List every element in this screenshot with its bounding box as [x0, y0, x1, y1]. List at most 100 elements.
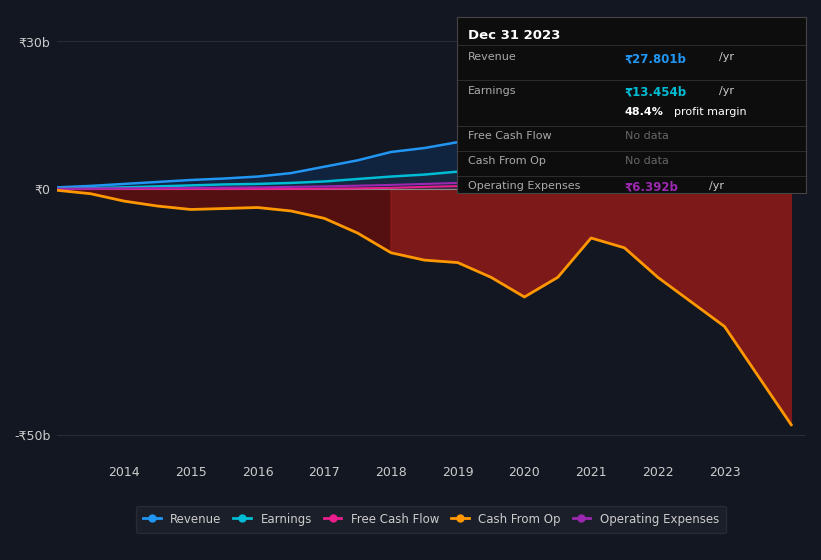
Text: Revenue: Revenue	[468, 52, 516, 62]
Revenue	[153, 179, 163, 185]
Polygon shape	[57, 189, 391, 253]
Free Cash Flow	[119, 185, 129, 192]
Operating Expenses	[686, 164, 696, 170]
Line: Free Cash Flow: Free Cash Flow	[57, 186, 791, 189]
Free Cash Flow	[86, 185, 96, 192]
Earnings	[453, 169, 463, 175]
Earnings	[53, 185, 62, 192]
Revenue	[553, 140, 562, 147]
Cash From Op	[319, 215, 329, 222]
Revenue	[620, 129, 630, 136]
Operating Expenses	[753, 156, 763, 163]
Operating Expenses	[553, 177, 562, 184]
Free Cash Flow	[219, 185, 229, 192]
Cash From Op	[286, 208, 296, 214]
Free Cash Flow	[653, 185, 663, 192]
Earnings	[720, 134, 730, 141]
Cash From Op	[420, 257, 429, 264]
Cash From Op	[86, 190, 96, 197]
Text: Earnings: Earnings	[468, 86, 516, 96]
Revenue	[787, 49, 796, 55]
Operating Expenses	[219, 184, 229, 191]
Cash From Op	[386, 249, 396, 256]
Line: Cash From Op: Cash From Op	[57, 190, 791, 425]
Operating Expenses	[286, 184, 296, 190]
Cash From Op	[153, 203, 163, 209]
Cash From Op	[586, 235, 596, 241]
Operating Expenses	[486, 179, 496, 185]
Free Cash Flow	[53, 185, 62, 192]
Operating Expenses	[319, 183, 329, 190]
Text: No data: No data	[625, 132, 668, 142]
Operating Expenses	[586, 176, 596, 183]
Revenue	[586, 136, 596, 143]
Free Cash Flow	[353, 185, 363, 192]
Operating Expenses	[720, 158, 730, 165]
Line: Revenue: Revenue	[57, 52, 791, 188]
Earnings	[386, 173, 396, 180]
Cash From Op	[653, 274, 663, 281]
Operating Expenses	[186, 184, 196, 191]
Operating Expenses	[653, 169, 663, 175]
Text: /yr: /yr	[719, 52, 734, 62]
Earnings	[653, 158, 663, 165]
Text: profit margin: profit margin	[674, 107, 746, 117]
Text: Free Cash Flow: Free Cash Flow	[468, 132, 552, 142]
Free Cash Flow	[753, 185, 763, 192]
Free Cash Flow	[520, 183, 530, 189]
Cash From Op	[219, 205, 229, 212]
Revenue	[319, 164, 329, 170]
Operating Expenses	[53, 185, 62, 192]
Operating Expenses	[353, 183, 363, 189]
Polygon shape	[391, 189, 791, 425]
Earnings	[153, 183, 163, 190]
Legend: Revenue, Earnings, Free Cash Flow, Cash From Op, Operating Expenses: Revenue, Earnings, Free Cash Flow, Cash …	[136, 506, 726, 533]
Earnings	[353, 176, 363, 183]
Cash From Op	[53, 187, 62, 194]
Free Cash Flow	[486, 183, 496, 189]
Free Cash Flow	[319, 185, 329, 192]
Cash From Op	[787, 422, 796, 428]
Earnings	[553, 170, 562, 176]
Operating Expenses	[420, 180, 429, 187]
Free Cash Flow	[453, 183, 463, 189]
Operating Expenses	[453, 180, 463, 186]
Revenue	[686, 97, 696, 104]
Text: Dec 31 2023: Dec 31 2023	[468, 29, 560, 42]
Free Cash Flow	[586, 184, 596, 191]
Text: ₹6.392b: ₹6.392b	[625, 181, 679, 194]
Revenue	[486, 140, 496, 147]
Text: 48.4%: 48.4%	[625, 107, 663, 117]
Line: Earnings: Earnings	[57, 123, 791, 189]
Earnings	[620, 164, 630, 170]
Free Cash Flow	[153, 185, 163, 192]
Revenue	[653, 116, 663, 123]
Revenue	[86, 183, 96, 189]
Cash From Op	[753, 372, 763, 379]
Free Cash Flow	[386, 184, 396, 191]
Text: /yr: /yr	[719, 86, 734, 96]
Earnings	[787, 119, 796, 126]
Earnings	[186, 182, 196, 189]
Cash From Op	[620, 245, 630, 251]
Text: ₹13.454b: ₹13.454b	[625, 86, 687, 99]
Revenue	[386, 148, 396, 155]
Revenue	[219, 175, 229, 182]
Revenue	[753, 60, 763, 67]
Cash From Op	[119, 198, 129, 204]
Operating Expenses	[253, 184, 263, 191]
Earnings	[219, 181, 229, 188]
Earnings	[253, 180, 263, 187]
Cash From Op	[453, 259, 463, 266]
Earnings	[686, 148, 696, 155]
Revenue	[286, 170, 296, 176]
Earnings	[753, 127, 763, 133]
Free Cash Flow	[420, 184, 429, 190]
Free Cash Flow	[686, 185, 696, 192]
Cash From Op	[253, 204, 263, 211]
Operating Expenses	[620, 172, 630, 179]
Revenue	[186, 176, 196, 183]
Text: /yr: /yr	[709, 181, 723, 191]
Cash From Op	[520, 293, 530, 300]
Earnings	[520, 171, 530, 178]
